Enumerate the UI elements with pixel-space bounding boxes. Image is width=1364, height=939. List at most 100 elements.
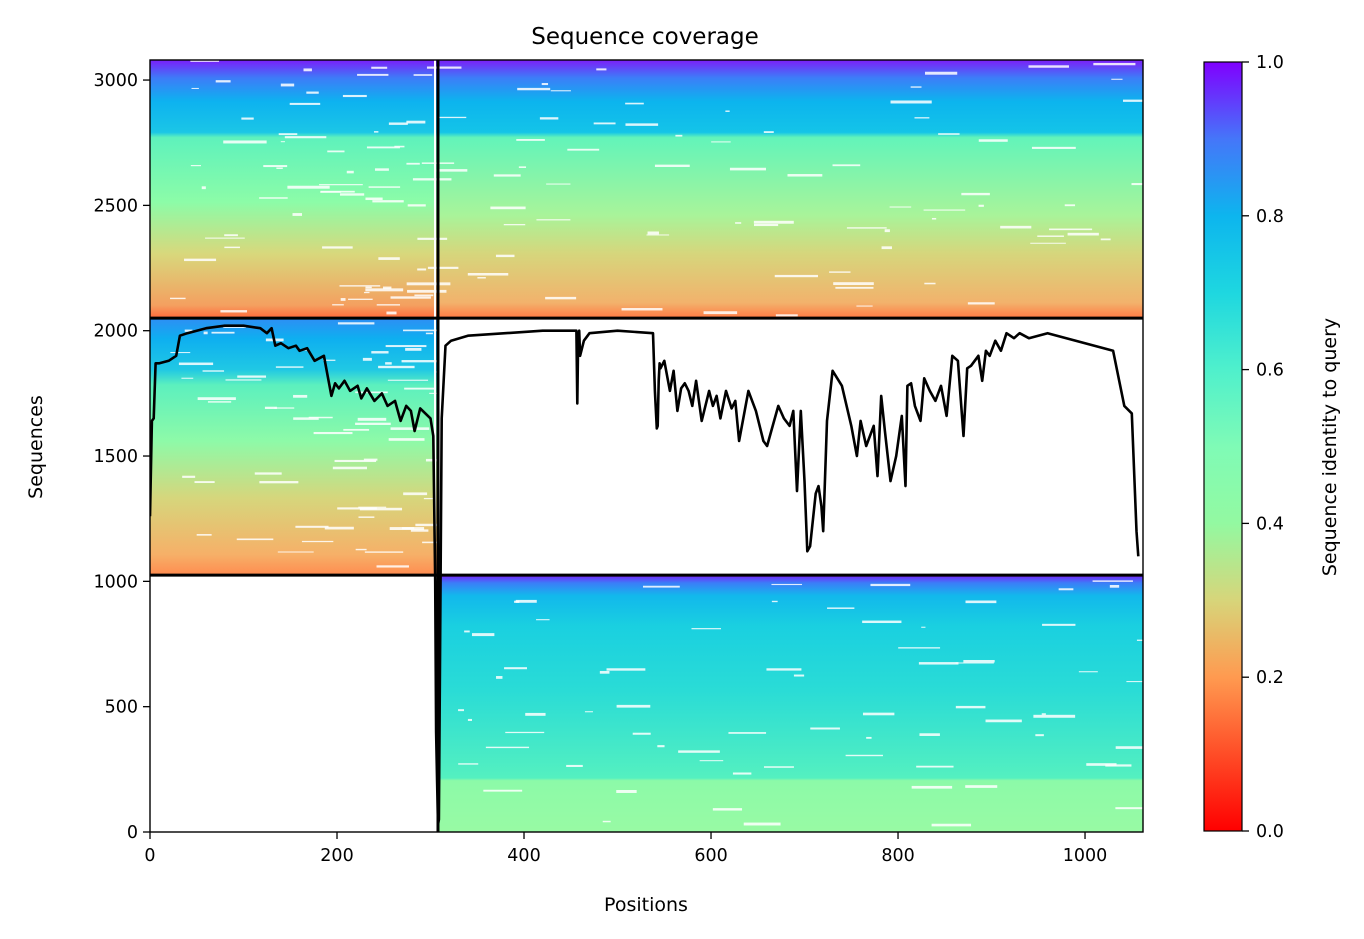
gap-streak bbox=[412, 178, 452, 181]
gap-streak bbox=[414, 294, 434, 297]
gap-streak bbox=[1105, 764, 1132, 767]
gap-streak bbox=[202, 370, 225, 372]
gap-streak bbox=[407, 289, 447, 293]
gap-streak bbox=[385, 345, 427, 348]
gap-streak bbox=[280, 141, 285, 143]
gap-streak bbox=[368, 186, 401, 188]
colorbar-tick-label: 0.4 bbox=[1256, 514, 1284, 534]
gap-streak bbox=[181, 377, 194, 379]
gap-streak bbox=[923, 209, 966, 211]
gap-streak bbox=[313, 431, 353, 435]
gap-streak bbox=[621, 308, 663, 311]
gap-streak bbox=[505, 731, 545, 734]
gap-streak bbox=[385, 362, 392, 365]
y-tick-label: 3000 bbox=[93, 71, 138, 91]
gap-streak bbox=[728, 732, 767, 734]
gap-streak bbox=[978, 139, 1008, 142]
gap-streak bbox=[881, 246, 892, 250]
gap-streak bbox=[1111, 78, 1123, 80]
gap-streak bbox=[477, 277, 486, 279]
gap-streak bbox=[263, 165, 288, 168]
x-tick-label: 600 bbox=[694, 846, 727, 866]
gap-streak bbox=[436, 116, 467, 119]
gap-streak bbox=[275, 366, 304, 368]
gap-streak bbox=[458, 763, 479, 765]
gap-streak bbox=[190, 60, 220, 62]
coverage-line bbox=[150, 324, 1140, 826]
y-tick-label: 1000 bbox=[93, 572, 138, 592]
gap-streak bbox=[405, 347, 422, 351]
gap-streak bbox=[190, 165, 201, 167]
plot-frame bbox=[149, 59, 1144, 833]
heatmap-block-chain-1-top bbox=[150, 60, 438, 319]
gap-streak bbox=[417, 268, 427, 271]
gap-streak bbox=[711, 141, 731, 143]
gap-streak bbox=[642, 585, 680, 588]
colorbar-gradient bbox=[1204, 62, 1242, 831]
gap-streak bbox=[1086, 763, 1117, 766]
gap-streak bbox=[1035, 734, 1044, 737]
gap-streak bbox=[833, 282, 874, 286]
gap-streak bbox=[342, 94, 367, 98]
gap-streak bbox=[415, 523, 445, 527]
gap-streak bbox=[303, 68, 312, 72]
gap-streak bbox=[365, 197, 383, 201]
gap-streak bbox=[376, 304, 401, 306]
gap-streak bbox=[324, 526, 354, 530]
gap-streak bbox=[1100, 238, 1111, 241]
y-axis-label: Sequences bbox=[25, 395, 47, 499]
gap-streak bbox=[337, 507, 377, 510]
gap-streak bbox=[916, 765, 954, 768]
gap-streak bbox=[1122, 99, 1143, 102]
gap-streak bbox=[516, 139, 545, 141]
gap-streak bbox=[517, 87, 551, 91]
gap-streak bbox=[278, 133, 298, 136]
gap-streak bbox=[963, 659, 995, 663]
gap-streak bbox=[856, 305, 873, 307]
gap-streak bbox=[458, 709, 465, 712]
gap-streak bbox=[287, 185, 330, 189]
gap-streak bbox=[550, 90, 571, 92]
gap-streak bbox=[170, 297, 186, 300]
gap-streak bbox=[596, 68, 607, 71]
gap-streak bbox=[308, 416, 333, 419]
gap-streak bbox=[340, 298, 346, 301]
gap-streak bbox=[280, 83, 295, 87]
gap-streak bbox=[337, 322, 375, 325]
gap-streak bbox=[225, 379, 262, 381]
gap-streak bbox=[835, 286, 874, 289]
gap-streak bbox=[495, 254, 515, 258]
gap-streak bbox=[1067, 232, 1099, 236]
gap-streak bbox=[646, 234, 670, 236]
gap-streak bbox=[787, 174, 823, 177]
gap-streak bbox=[323, 359, 336, 361]
gap-streak bbox=[654, 164, 690, 167]
gap-streak bbox=[362, 357, 372, 361]
gap-streak bbox=[220, 310, 248, 313]
alignment-gaps bbox=[170, 60, 1143, 827]
gap-streak bbox=[406, 282, 451, 286]
gap-streak bbox=[223, 140, 267, 144]
gap-streak bbox=[332, 466, 367, 470]
gap-streak bbox=[1115, 807, 1143, 810]
gap-streak bbox=[866, 736, 872, 739]
y-tick-label: 2000 bbox=[93, 322, 138, 342]
gap-streak bbox=[485, 746, 530, 749]
gap-streak bbox=[632, 732, 651, 735]
gap-streak bbox=[691, 628, 722, 630]
gap-streak bbox=[236, 538, 274, 541]
y-tick-label: 2500 bbox=[93, 196, 138, 216]
gap-streak bbox=[371, 351, 389, 354]
gap-streak bbox=[1064, 204, 1076, 207]
gap-streak bbox=[182, 475, 196, 478]
gap-streak bbox=[196, 534, 212, 536]
gap-streak bbox=[301, 540, 334, 543]
gap-streak bbox=[191, 87, 199, 89]
gap-streak bbox=[763, 766, 794, 768]
gap-streak bbox=[536, 619, 550, 621]
gap-streak bbox=[471, 633, 495, 637]
gap-streak bbox=[327, 150, 345, 153]
gap-streak bbox=[184, 258, 217, 262]
gap-streak bbox=[376, 565, 409, 568]
gap-streak bbox=[346, 170, 354, 174]
